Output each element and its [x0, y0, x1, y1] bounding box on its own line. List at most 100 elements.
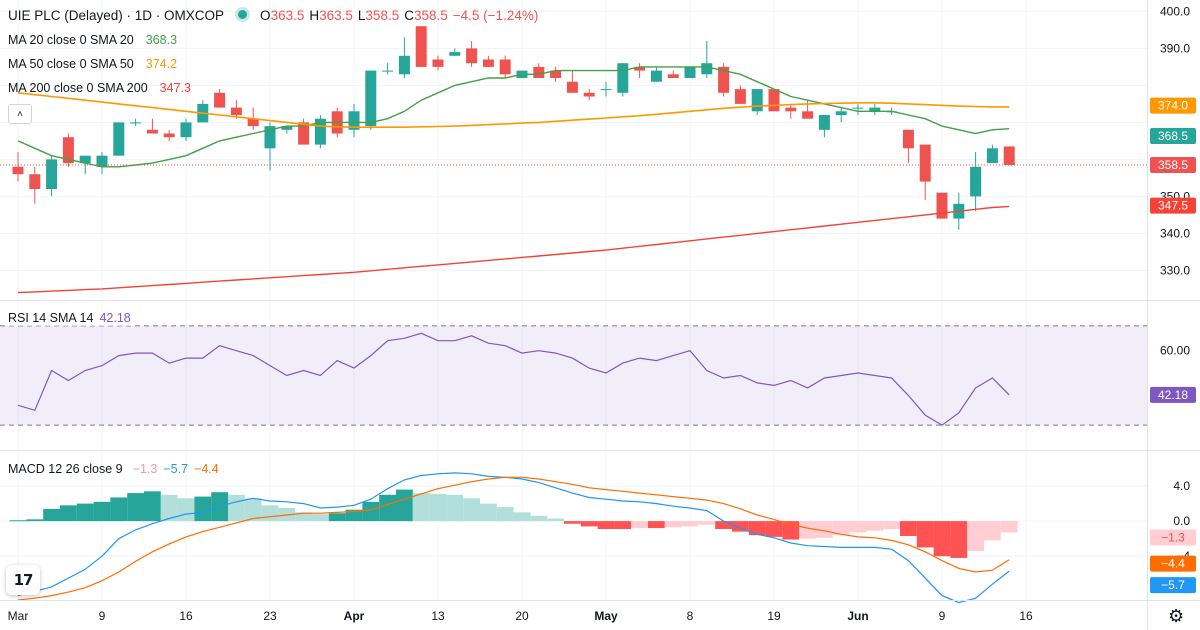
x-tick-label: 13	[431, 609, 445, 623]
macd-histogram-bar	[295, 512, 312, 522]
series-line-ma200	[17, 205, 1010, 294]
macd-histogram-bar	[93, 501, 111, 522]
candle-body	[701, 63, 713, 75]
macd-histogram-bar	[446, 494, 464, 522]
macd-histogram-bar	[177, 498, 195, 522]
macd-histogram-bar	[110, 497, 128, 522]
candle-body	[113, 122, 125, 156]
candle-body	[247, 118, 259, 127]
gear-icon[interactable]: ⚙	[1168, 606, 1185, 626]
candle-body	[482, 59, 494, 67]
candle-body	[146, 129, 158, 134]
symbol-title[interactable]: UIE PLC (Delayed) · 1D · OMXCOP	[8, 8, 225, 23]
x-tick-label: 23	[263, 609, 277, 623]
x-tick-label: 9	[99, 609, 106, 623]
macd-histogram-bar	[26, 519, 44, 522]
candle-body	[684, 66, 696, 78]
x-tick-label: 16	[1019, 609, 1033, 623]
candle-body	[869, 107, 881, 112]
macd-histogram-bar	[228, 494, 245, 522]
price-tag-text: 368.5	[1158, 129, 1188, 143]
macd-histogram-bar	[664, 521, 682, 528]
candle-body	[449, 52, 461, 56]
macd-signal-line	[17, 476, 1010, 601]
price-scale-tags: 374.0 368.5 358.5 347.5 42.18 −1.3 −4.4 −5.7	[1150, 97, 1196, 594]
candle-body	[12, 166, 24, 175]
ma200-legend[interactable]: MA 200 close 0 SMA 200 347.3	[8, 81, 191, 95]
macd-histogram-bar	[849, 521, 867, 533]
candle-body	[79, 155, 91, 164]
macd-histogram-bar	[782, 521, 800, 540]
macd-legend[interactable]: MACD 12 26 close 9 −1.3 −5.7 −4.4	[8, 462, 219, 476]
candle-body	[566, 81, 578, 93]
symbol-legend: UIE PLC (Delayed) · 1D · OMXCOP O363.5 H36…	[8, 8, 539, 23]
series-line-ma20	[17, 66, 1010, 168]
macd-histogram-bar	[194, 496, 212, 522]
candle-body	[264, 126, 276, 149]
macd-histogram-bar	[816, 521, 833, 538]
macd-histogram-bar	[379, 494, 396, 522]
candle-body	[550, 70, 562, 78]
price-tag-text: −5.7	[1161, 578, 1185, 592]
macd-histogram-bar	[631, 521, 648, 529]
macd-histogram-bar	[412, 493, 430, 522]
candle-body	[986, 148, 998, 164]
candle-body	[852, 107, 864, 109]
candle-body	[230, 107, 242, 115]
price-tag	[1150, 197, 1196, 214]
macd-histogram-bar	[144, 491, 161, 522]
macd-histogram-bar	[748, 521, 766, 536]
price-tag-text: 358.5	[1158, 158, 1188, 172]
rsi-legend[interactable]: RSI 14 SMA 14 42.18	[8, 310, 131, 326]
macd-histogram-bar	[950, 521, 968, 558]
tradingview-logo[interactable]: 17	[6, 565, 40, 595]
candle-body	[46, 159, 58, 189]
candle-body	[499, 59, 511, 75]
macd-histogram-bar	[732, 521, 749, 532]
macd-histogram-bar	[614, 521, 632, 530]
candle-body	[96, 155, 108, 167]
x-tick-label: Jun	[847, 609, 868, 623]
macd-histogram-bar	[127, 493, 144, 522]
macd-histogram-bar	[76, 503, 94, 522]
candle-body	[970, 166, 982, 197]
rsi-panel: 60.00	[0, 325, 1190, 426]
collapse-legend-button[interactable]: ˄	[8, 104, 32, 124]
price-tag	[1150, 156, 1196, 173]
price-tag-text: −1.3	[1161, 531, 1185, 545]
candle-body	[214, 92, 226, 108]
macd-histogram-bar	[900, 521, 917, 537]
low-value: 358.5	[365, 8, 400, 23]
macd-histogram-bar	[916, 521, 934, 548]
candle-body	[667, 74, 679, 78]
ma50-legend[interactable]: MA 50 close 0 SMA 50 374.2	[8, 57, 178, 71]
ma50-value: 374.2	[145, 57, 178, 71]
candle-body	[398, 55, 410, 75]
macd-histogram-bar	[362, 501, 380, 522]
candle-body	[348, 111, 360, 130]
candle-body	[382, 70, 394, 72]
price-tag	[1150, 127, 1196, 144]
change-value: −4.5 (−1.24%)	[452, 8, 539, 23]
candle-body	[180, 122, 192, 138]
macd-histogram-bar	[1000, 521, 1018, 533]
macd-histogram-bar	[244, 498, 262, 522]
y-tick-label: 340.0	[1160, 226, 1190, 240]
macd-histogram-bar	[513, 512, 531, 522]
candle-body	[919, 144, 931, 182]
ma20-legend[interactable]: MA 20 close 0 SMA 20 368.3	[8, 33, 178, 47]
macd-histogram-bar	[312, 514, 329, 522]
macd-histogram-bar	[463, 498, 480, 522]
macd-histogram-bar	[328, 513, 346, 522]
candle-body	[130, 122, 142, 124]
x-tick-label: 19	[767, 609, 781, 623]
open-value: 363.5	[270, 8, 305, 23]
price-panel	[0, 26, 1147, 294]
x-tick-label: 20	[515, 609, 529, 623]
macd-histogram-bar	[698, 521, 716, 525]
candle-body	[600, 89, 612, 91]
candle-body	[365, 70, 377, 127]
candle-body	[818, 115, 830, 130]
